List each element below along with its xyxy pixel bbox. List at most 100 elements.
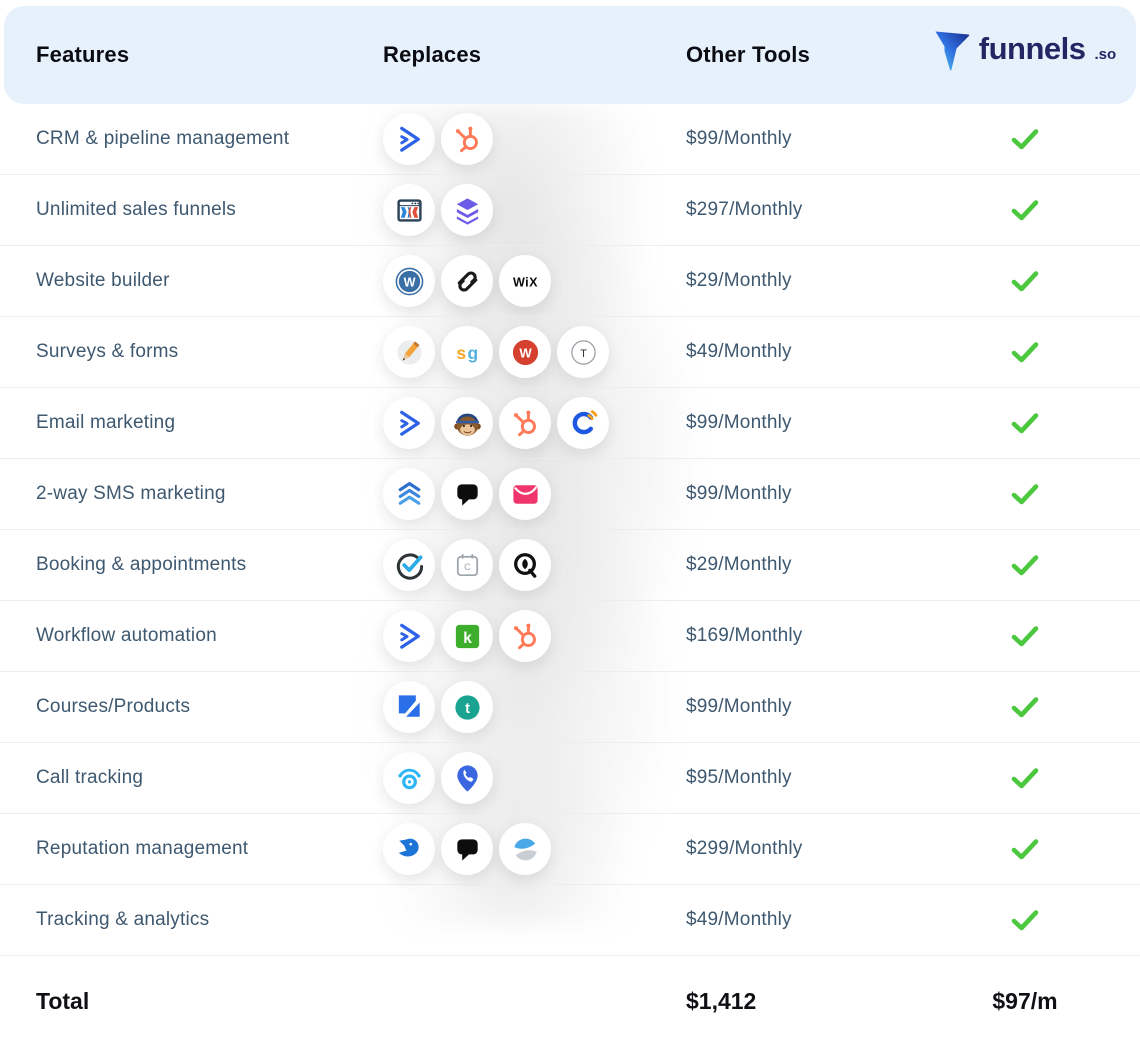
other-tools-price: $49/Monthly	[686, 909, 792, 930]
feature-label: Call tracking	[36, 767, 144, 788]
wordpress-icon: W	[383, 255, 435, 307]
feature-label: Unlimited sales funnels	[36, 199, 236, 220]
constant-contact-icon	[557, 397, 609, 449]
other-tools-column-header: Other Tools	[686, 42, 811, 67]
other-tools-price: $49/Monthly	[686, 341, 792, 362]
booking-check-icon	[383, 539, 435, 591]
svg-text:s: s	[456, 342, 466, 362]
hubspot-icon	[441, 113, 493, 165]
other-tools-price: $99/Monthly	[686, 696, 792, 717]
sms-chevrons-icon	[383, 468, 435, 520]
check-icon	[1010, 411, 1040, 435]
row-email-marketing: Email marketing $99/Monthly	[0, 388, 1140, 459]
feature-label: 2-way SMS marketing	[36, 483, 226, 504]
feature-label: Courses/Products	[36, 696, 191, 717]
hubspot-icon	[499, 610, 551, 662]
row-booking: Booking & appointments C $29/Monthly	[0, 530, 1140, 601]
svg-text:t: t	[465, 700, 470, 716]
feature-label: Tracking & analytics	[36, 909, 210, 930]
squarespace-icon	[441, 255, 493, 307]
row-tracking-analytics: Tracking & analytics $49/Monthly	[0, 885, 1140, 956]
other-tools-price: $299/Monthly	[686, 838, 803, 859]
svg-text:W: W	[403, 275, 415, 289]
funnels-total-price: $97/m	[992, 987, 1058, 1014]
check-icon	[1010, 908, 1040, 932]
other-tools-price: $99/Monthly	[686, 128, 792, 149]
row-workflow-automation: Workflow automation k $169/Monthly	[0, 601, 1140, 672]
brand-tld: .so	[1094, 46, 1117, 63]
check-icon	[1010, 837, 1040, 861]
replaced-tools: k	[383, 610, 686, 662]
svg-text:T: T	[580, 347, 587, 359]
other-tools-price: $99/Monthly	[686, 412, 792, 433]
row-call-tracking: Call tracking $95/Monthly	[0, 743, 1140, 814]
replaced-tools: W WiX	[383, 255, 686, 307]
envelope-icon	[499, 468, 551, 520]
comparison-table: Features Replaces Other Tools funnels .so	[0, 6, 1140, 1052]
other-tools-price: $297/Monthly	[686, 199, 803, 220]
replaced-tools	[383, 184, 686, 236]
svg-text:W: W	[519, 345, 532, 360]
hubspot-icon	[499, 397, 551, 449]
wix-icon: WiX	[499, 255, 551, 307]
callrail-icon	[383, 752, 435, 804]
feature-rows: CRM & pipeline management $99/Monthly Un…	[0, 104, 1140, 956]
clickfunnels-icon	[383, 184, 435, 236]
podium-icon	[441, 823, 493, 875]
check-icon	[1010, 695, 1040, 719]
total-label: Total	[36, 987, 90, 1014]
wufoo-icon: W	[499, 326, 551, 378]
table-header: Features Replaces Other Tools funnels .so	[4, 6, 1136, 104]
mailchimp-icon	[441, 397, 493, 449]
funnel-icon	[934, 29, 970, 78]
feature-label: Email marketing	[36, 412, 176, 433]
total-row: Total $1,412 $97/m	[0, 956, 1140, 1046]
feature-label: Reputation management	[36, 838, 249, 859]
check-icon	[1010, 198, 1040, 222]
other-tools-total: $1,412	[686, 987, 757, 1014]
feature-label: Booking & appointments	[36, 554, 247, 575]
calendar-icon: C	[441, 539, 493, 591]
check-icon	[1010, 624, 1040, 648]
podium-icon	[441, 468, 493, 520]
row-courses-products: Courses/Products t $99/Monthly	[0, 672, 1140, 743]
typeform-icon: T	[557, 326, 609, 378]
other-tools-price: $169/Monthly	[686, 625, 803, 646]
kajabi-icon	[383, 681, 435, 733]
activecampaign-icon	[383, 397, 435, 449]
check-icon	[1010, 482, 1040, 506]
call-pin-icon	[441, 752, 493, 804]
funnels-logo: funnels .so	[910, 29, 1140, 81]
brand-name: funnels	[978, 31, 1086, 66]
acuity-icon	[499, 539, 551, 591]
feature-label: Surveys & forms	[36, 341, 179, 362]
other-tools-price: $29/Monthly	[686, 270, 792, 291]
replaced-tools	[383, 113, 686, 165]
svg-text:C: C	[464, 561, 471, 571]
feature-label: Website builder	[36, 270, 170, 291]
row-website-builder: Website builder W WiX $29/Monthly	[0, 246, 1140, 317]
check-icon	[1010, 766, 1040, 790]
pencil-survey-icon	[383, 326, 435, 378]
row-reputation: Reputation management $299/Monthly	[0, 814, 1140, 885]
check-icon	[1010, 127, 1040, 151]
row-crm: CRM & pipeline management $99/Monthly	[0, 104, 1140, 175]
replaced-tools	[383, 823, 686, 875]
klaviyo-icon: k	[441, 610, 493, 662]
replaced-tools: t	[383, 681, 686, 733]
features-column-header: Features	[36, 42, 130, 67]
check-icon	[1010, 553, 1040, 577]
feature-label: CRM & pipeline management	[36, 128, 290, 149]
check-icon	[1010, 340, 1040, 364]
swell-icon	[499, 823, 551, 875]
birdeye-icon	[383, 823, 435, 875]
svg-text:g: g	[467, 342, 478, 362]
replaced-tools	[383, 397, 686, 449]
layers-icon	[441, 184, 493, 236]
svg-text:k: k	[463, 629, 472, 646]
replaced-tools: C	[383, 539, 686, 591]
other-tools-price: $29/Monthly	[686, 554, 792, 575]
replaced-tools	[383, 752, 686, 804]
